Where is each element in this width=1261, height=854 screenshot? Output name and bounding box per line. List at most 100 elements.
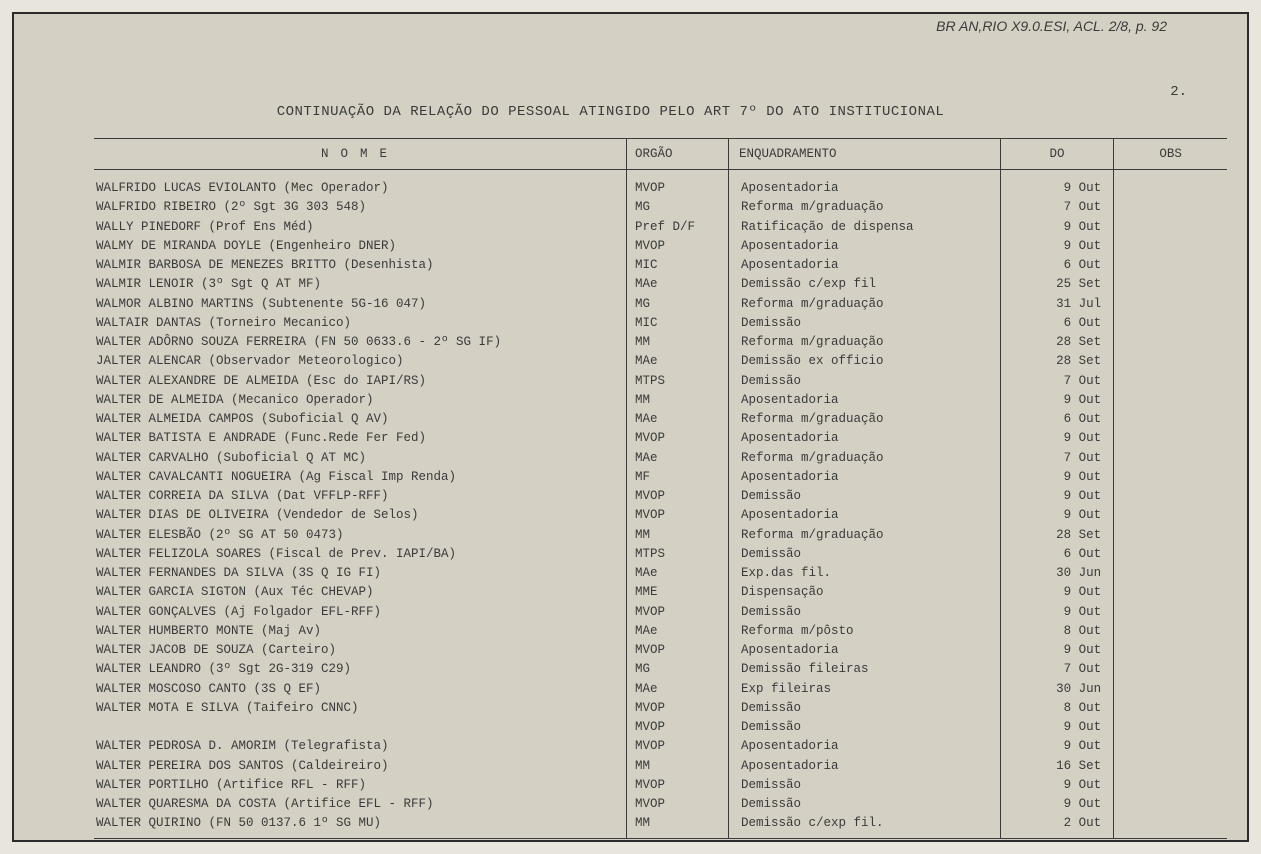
cell-obs bbox=[1114, 525, 1227, 544]
cell-enq: Demissão bbox=[728, 699, 1000, 718]
cell-enq: Demissão bbox=[728, 314, 1000, 333]
cell-do: 9 Out bbox=[1000, 583, 1113, 602]
cell-nome: WALTER DIAS DE OLIVEIRA (Vendedor de Sel… bbox=[94, 506, 627, 525]
cell-orgao: MAe bbox=[627, 448, 729, 467]
table-row: WALTER HUMBERTO MONTE (Maj Av)MAeReforma… bbox=[94, 622, 1227, 641]
cell-do: 7 Out bbox=[1000, 198, 1113, 217]
table-row: WALTER MOSCOSO CANTO (3S Q EF)MAeExp fil… bbox=[94, 679, 1227, 698]
cell-orgao: MAe bbox=[627, 679, 729, 698]
cell-nome: WALTER QUARESMA DA COSTA (Artifice EFL -… bbox=[94, 795, 627, 814]
cell-do: 9 Out bbox=[1000, 170, 1113, 199]
document-title: CONTINUAÇÃO DA RELAÇÃO DO PESSOAL ATINGI… bbox=[94, 104, 1227, 120]
cell-enq: Demissão bbox=[728, 371, 1000, 390]
cell-enq: Demissão c/exp fil. bbox=[728, 814, 1000, 839]
cell-enq: Demissão ex officio bbox=[728, 352, 1000, 371]
table-row: WALTER ALEXANDRE DE ALMEIDA (Esc do IAPI… bbox=[94, 371, 1227, 390]
header-orgao: ORGÃO bbox=[627, 139, 729, 170]
cell-nome: WALTER PORTILHO (Artifice RFL - RFF) bbox=[94, 776, 627, 795]
cell-orgao: MVOP bbox=[627, 795, 729, 814]
cell-obs bbox=[1114, 679, 1227, 698]
cell-nome: WALTER PEDROSA D. AMORIM (Telegrafista) bbox=[94, 737, 627, 756]
cell-nome: WALMIR BARBOSA DE MENEZES BRITTO (Desenh… bbox=[94, 256, 627, 275]
cell-enq: Reforma m/graduação bbox=[728, 294, 1000, 313]
table-row: WALTER DE ALMEIDA (Mecanico Operador)MMA… bbox=[94, 391, 1227, 410]
cell-obs bbox=[1114, 660, 1227, 679]
cell-do: 9 Out bbox=[1000, 391, 1113, 410]
cell-obs bbox=[1114, 448, 1227, 467]
cell-orgao: MM bbox=[627, 814, 729, 839]
table-row: WALMIR LENOIR (3º Sgt Q AT MF)MAeDemissã… bbox=[94, 275, 1227, 294]
cell-enq: Aposentadoria bbox=[728, 506, 1000, 525]
cell-obs bbox=[1114, 756, 1227, 775]
cell-do: 8 Out bbox=[1000, 699, 1113, 718]
cell-obs bbox=[1114, 641, 1227, 660]
cell-nome: WALTER HUMBERTO MONTE (Maj Av) bbox=[94, 622, 627, 641]
cell-nome: WALFRIDO LUCAS EVIOLANTO (Mec Operador) bbox=[94, 170, 627, 199]
cell-obs bbox=[1114, 737, 1227, 756]
table-header-row: NOME ORGÃO ENQUADRAMENTO DO OBS bbox=[94, 139, 1227, 170]
cell-obs bbox=[1114, 198, 1227, 217]
cell-enq: Exp fileiras bbox=[728, 679, 1000, 698]
table-row: JALTER ALENCAR (Observador Meteorologico… bbox=[94, 352, 1227, 371]
table-row: WALLY PINEDORF (Prof Ens Méd)Pref D/FRat… bbox=[94, 217, 1227, 236]
cell-obs bbox=[1114, 256, 1227, 275]
cell-nome: WALTER ALEXANDRE DE ALMEIDA (Esc do IAPI… bbox=[94, 371, 627, 390]
cell-orgao: MVOP bbox=[627, 506, 729, 525]
cell-orgao: MVOP bbox=[627, 602, 729, 621]
cell-do: 2 Out bbox=[1000, 814, 1113, 839]
cell-orgao: MVOP bbox=[627, 170, 729, 199]
cell-orgao: MM bbox=[627, 333, 729, 352]
cell-do: 9 Out bbox=[1000, 641, 1113, 660]
cell-enq: Aposentadoria bbox=[728, 641, 1000, 660]
table-row: WALMIR BARBOSA DE MENEZES BRITTO (Desenh… bbox=[94, 256, 1227, 275]
table-row: WALTER LEANDRO (3º Sgt 2G-319 C29)MGDemi… bbox=[94, 660, 1227, 679]
cell-do: 6 Out bbox=[1000, 314, 1113, 333]
cell-orgao: MVOP bbox=[627, 699, 729, 718]
cell-nome: WALTAIR DANTAS (Torneiro Mecanico) bbox=[94, 314, 627, 333]
cell-nome: WALTER MOTA E SILVA (Taifeiro CNNC) bbox=[94, 699, 627, 718]
cell-do: 25 Set bbox=[1000, 275, 1113, 294]
cell-obs bbox=[1114, 352, 1227, 371]
cell-orgao: MVOP bbox=[627, 429, 729, 448]
cell-do: 9 Out bbox=[1000, 487, 1113, 506]
cell-do: 30 Jun bbox=[1000, 564, 1113, 583]
cell-do: 7 Out bbox=[1000, 371, 1113, 390]
cell-orgao: MME bbox=[627, 583, 729, 602]
cell-enq: Aposentadoria bbox=[728, 256, 1000, 275]
cell-orgao: MAe bbox=[627, 352, 729, 371]
cell-nome: WALTER CORREIA DA SILVA (Dat VFFLP-RFF) bbox=[94, 487, 627, 506]
cell-do: 6 Out bbox=[1000, 545, 1113, 564]
cell-nome: WALTER CAVALCANTI NOGUEIRA (Ag Fiscal Im… bbox=[94, 468, 627, 487]
cell-obs bbox=[1114, 217, 1227, 236]
cell-nome: WALTER CARVALHO (Suboficial Q AT MC) bbox=[94, 448, 627, 467]
personnel-table: NOME ORGÃO ENQUADRAMENTO DO OBS WALFRIDO… bbox=[94, 138, 1227, 839]
cell-do: 28 Set bbox=[1000, 352, 1113, 371]
cell-orgao: MVOP bbox=[627, 776, 729, 795]
cell-orgao: MG bbox=[627, 660, 729, 679]
table-row: WALTER GONÇALVES (Aj Folgador EFL-RFF)MV… bbox=[94, 602, 1227, 621]
cell-do: 6 Out bbox=[1000, 256, 1113, 275]
cell-nome: WALMY DE MIRANDA DOYLE (Engenheiro DNER) bbox=[94, 237, 627, 256]
table-body: WALFRIDO LUCAS EVIOLANTO (Mec Operador)M… bbox=[94, 170, 1227, 839]
cell-orgao: MAe bbox=[627, 564, 729, 583]
table-row: WALTER PEDROSA D. AMORIM (Telegrafista)M… bbox=[94, 737, 1227, 756]
cell-obs bbox=[1114, 814, 1227, 839]
cell-do: 9 Out bbox=[1000, 468, 1113, 487]
cell-nome: WALTER BATISTA E ANDRADE (Func.Rede Fer … bbox=[94, 429, 627, 448]
cell-orgao: MTPS bbox=[627, 371, 729, 390]
cell-obs bbox=[1114, 410, 1227, 429]
cell-enq: Demissão c/exp fil bbox=[728, 275, 1000, 294]
cell-do: 31 Jul bbox=[1000, 294, 1113, 313]
table-row: WALFRIDO LUCAS EVIOLANTO (Mec Operador)M… bbox=[94, 170, 1227, 199]
cell-nome: WALTER ALMEIDA CAMPOS (Suboficial Q AV) bbox=[94, 410, 627, 429]
cell-enq: Reforma m/graduação bbox=[728, 410, 1000, 429]
cell-obs bbox=[1114, 545, 1227, 564]
cell-obs bbox=[1114, 622, 1227, 641]
cell-enq: Aposentadoria bbox=[728, 756, 1000, 775]
page-number: 2. bbox=[1170, 84, 1187, 100]
table-row: WALMOR ALBINO MARTINS (Subtenente 5G-16 … bbox=[94, 294, 1227, 313]
cell-obs bbox=[1114, 506, 1227, 525]
cell-do: 8 Out bbox=[1000, 622, 1113, 641]
cell-obs bbox=[1114, 371, 1227, 390]
cell-do: 9 Out bbox=[1000, 429, 1113, 448]
